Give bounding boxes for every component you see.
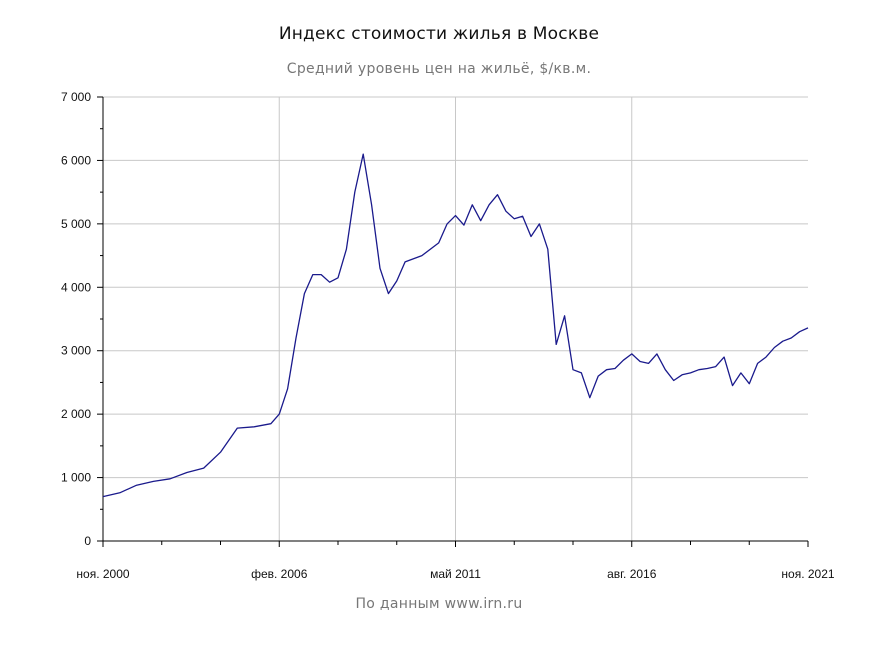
y-tick-labels: 0 1 000 2 000 3 000 4 000 5 000 6 000 7 000 [61,90,91,548]
y-tick-label: 2 000 [61,407,91,421]
y-tick-label: 5 000 [61,217,91,231]
x-tick-label: ноя. 2021 [781,567,834,581]
series-layer [102,153,809,498]
y-tick-label: 7 000 [61,90,91,104]
y-tick-label: 0 [84,534,91,548]
x-tick-label: ноя. 2000 [76,567,129,581]
chart-title: Индекс стоимости жилья в Москве [278,24,600,44]
x-tick-label: авг. 2016 [607,567,657,581]
x-tick-label: май 2011 [430,567,481,581]
y-tick-label: 3 000 [61,344,91,358]
chart-subtitle: Средний уровень цен на жильё, $/кв.м. [286,61,592,77]
x-tick-labels: ноя. 2000 фев. 2006 май 2011 авг. 2016 ноя. … [76,567,834,581]
x-tick-label: фев. 2006 [251,567,308,581]
grid-lines [103,96,808,541]
y-tick-label: 4 000 [61,280,91,294]
series-line [102,153,809,498]
y-tick-label: 6 000 [61,153,91,167]
axes [97,96,809,547]
source-note: По данным www.irn.ru [355,596,523,612]
y-tick-label: 1 000 [61,471,91,485]
